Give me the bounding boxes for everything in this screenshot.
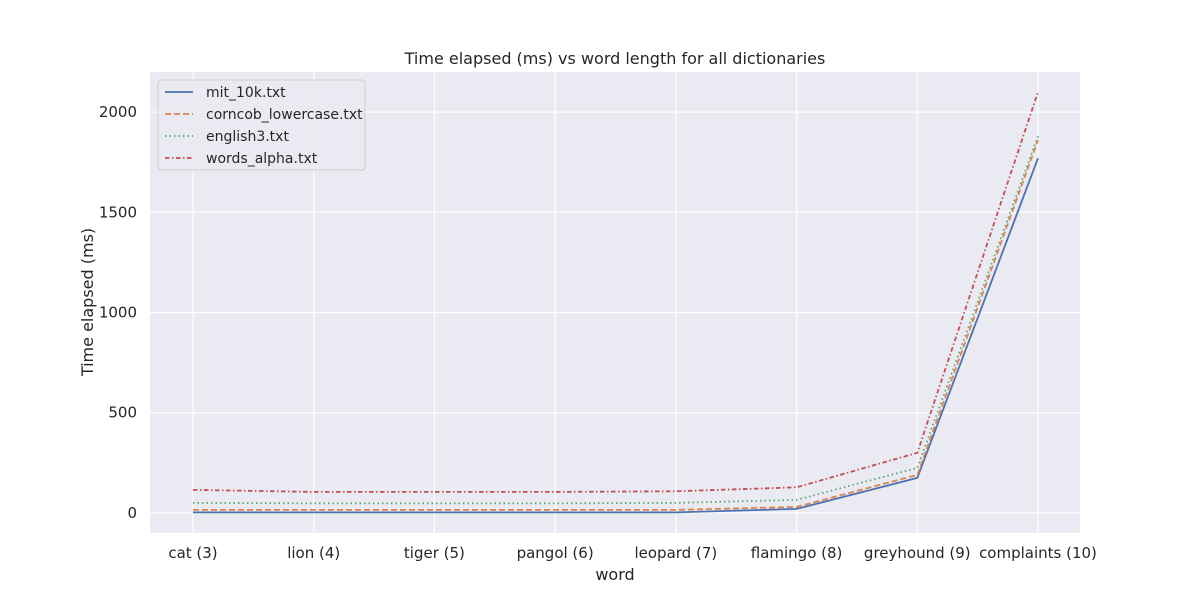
x-tick-label: lion (4) — [287, 544, 340, 562]
y-tick-label: 0 — [127, 504, 137, 522]
x-tick-label: pangol (6) — [517, 544, 594, 562]
legend-label: english3.txt — [206, 129, 289, 145]
x-tick-label: cat (3) — [168, 544, 217, 562]
y-tick-label: 500 — [108, 404, 137, 422]
series-line — [192, 135, 1039, 505]
legend-label: words_alpha.txt — [206, 151, 318, 167]
series-lines — [192, 91, 1039, 514]
x-tick-label: greyhound (9) — [864, 544, 971, 562]
x-tick-labels: cat (3) lion (4) tiger (5) pangol (6) leopar… — [168, 544, 1097, 562]
y-tick-label: 1000 — [99, 304, 137, 322]
x-tick-label: flamingo (8) — [751, 544, 843, 562]
series-line — [192, 91, 1039, 493]
y-tick-labels: 0 500 1000 1500 2000 — [99, 103, 137, 522]
chart-title: Time elapsed (ms) vs word length for all… — [404, 49, 826, 68]
y-tick-label: 1500 — [99, 203, 137, 221]
legend-items: mit_10k.txt corncob_lowercase.txt english3… — [165, 85, 363, 167]
x-tick-label: complaints (10) — [979, 544, 1097, 562]
x-tick-label: tiger (5) — [404, 544, 465, 562]
legend-label: corncob_lowercase.txt — [206, 107, 363, 123]
legend: mit_10k.txt corncob_lowercase.txt english3… — [157, 79, 366, 171]
x-tick-label: leopard (7) — [634, 544, 717, 562]
legend-label: mit_10k.txt — [206, 85, 286, 101]
y-axis-label: Time elapsed (ms) — [78, 228, 97, 377]
y-tick-label: 2000 — [99, 103, 137, 121]
legend-box — [157, 79, 366, 171]
x-axis-label: word — [595, 565, 634, 584]
series-line — [193, 157, 1039, 514]
series-line — [193, 139, 1039, 511]
